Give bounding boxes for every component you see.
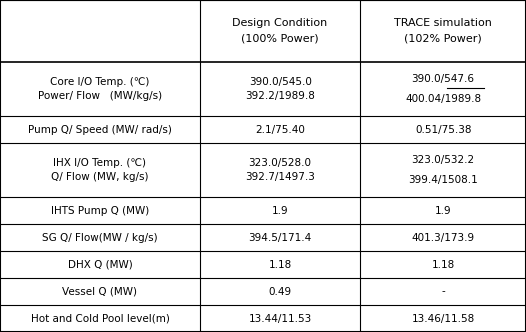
Text: IHX I/O Temp. (℃)
Q/ Flow (MW, kg/s): IHX I/O Temp. (℃) Q/ Flow (MW, kg/s) — [51, 158, 149, 182]
Text: TRACE simulation
(102% Power): TRACE simulation (102% Power) — [394, 18, 492, 44]
Text: Hot and Cold Pool level(m): Hot and Cold Pool level(m) — [31, 313, 169, 323]
Text: 323.0/528.0
392.7/1497.3: 323.0/528.0 392.7/1497.3 — [245, 158, 315, 182]
Text: 1.18: 1.18 — [431, 260, 455, 270]
Text: 2.1/75.40: 2.1/75.40 — [255, 124, 305, 134]
Text: 394.5/171.4: 394.5/171.4 — [248, 232, 312, 243]
Text: Design Condition
(100% Power): Design Condition (100% Power) — [232, 18, 328, 44]
Text: 0.49: 0.49 — [269, 287, 291, 296]
Text: DHX Q (MW): DHX Q (MW) — [67, 260, 133, 270]
Text: SG Q/ Flow(MW / kg/s): SG Q/ Flow(MW / kg/s) — [42, 232, 158, 243]
Text: 400.04/1989.8: 400.04/1989.8 — [405, 94, 481, 104]
Text: -: - — [441, 287, 445, 296]
Text: 0.51/75.38: 0.51/75.38 — [415, 124, 471, 134]
Text: 401.3/173.9: 401.3/173.9 — [411, 232, 475, 243]
Text: Core I/O Temp. (℃)
Power/ Flow   (MW/kg/s): Core I/O Temp. (℃) Power/ Flow (MW/kg/s) — [38, 77, 162, 101]
Text: 1.9: 1.9 — [272, 206, 288, 215]
Text: 390.0/547.6: 390.0/547.6 — [412, 74, 474, 84]
Text: IHTS Pump Q (MW): IHTS Pump Q (MW) — [51, 206, 149, 215]
Text: Pump Q/ Speed (MW/ rad/s): Pump Q/ Speed (MW/ rad/s) — [28, 124, 172, 134]
Text: Vessel Q (MW): Vessel Q (MW) — [63, 287, 137, 296]
Text: 399.4/1508.1: 399.4/1508.1 — [408, 175, 478, 185]
Text: 1.18: 1.18 — [268, 260, 292, 270]
Text: 323.0/532.2: 323.0/532.2 — [411, 155, 475, 165]
Text: 1.9: 1.9 — [435, 206, 451, 215]
Text: 390.0/545.0
392.2/1989.8: 390.0/545.0 392.2/1989.8 — [245, 77, 315, 101]
Text: 13.44/11.53: 13.44/11.53 — [248, 313, 312, 323]
Text: 13.46/11.58: 13.46/11.58 — [411, 313, 475, 323]
